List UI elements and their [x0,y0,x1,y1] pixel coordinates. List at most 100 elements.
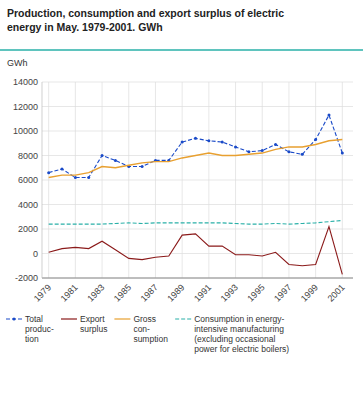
series-marker [194,137,197,140]
legend-item: Totalproduc-tion [6,314,54,344]
y-tick-label: -2000 [15,273,38,283]
y-tick-label: 4000 [18,200,38,210]
legend-label-line: con- [133,324,150,334]
y-grid-line [42,131,353,132]
x-grid-line [315,82,316,278]
x-tick-label: 1985 [112,282,133,303]
y-tick-label: 8000 [18,151,38,161]
legend-label-line: surplus [80,324,107,334]
plot-area [47,114,344,275]
x-grid-line [102,82,103,278]
x-grid-line [262,82,263,278]
legend-label-line: power for electric boilers) [194,344,289,354]
series-marker [327,114,330,117]
x-tick-label: 1987 [139,282,160,303]
series-marker [87,176,90,179]
title-line: energy in May. 1979-2001. GWh [7,21,163,33]
series-marker [341,152,344,155]
grid [42,82,353,278]
title: Production, consumption and export surpl… [7,7,284,33]
series-marker [314,138,317,141]
x-grid-line [208,82,209,278]
legend-label-line: Consumption in energy- [194,314,284,324]
x-tick-label: 1979 [32,282,53,303]
legend-label-line: sumption [133,334,168,344]
series-marker [261,149,264,152]
x-grid-line [342,82,343,278]
y-tick-label: 12000 [13,102,38,112]
legend-label-line: Export [80,314,105,324]
legend-handle [114,318,130,319]
legend-label-line: intensive manufacturing [194,324,284,334]
x-grid-line [48,82,49,278]
series-marker [234,145,237,148]
legend-label-line: Gross [133,314,156,324]
x-grid-line [75,82,76,278]
legend-item: Grosscon-sumption [114,314,168,344]
legend-label: Exportsurplus [80,314,107,334]
y-grid-line [42,180,353,181]
legend-handle [6,318,22,319]
x-tick-label: 1995 [245,282,266,303]
x-grid-line [182,82,183,278]
x-grid-line [235,82,236,278]
series-marker [274,143,277,146]
series-line [49,220,343,224]
series-marker [114,159,117,162]
series-marker [101,154,104,157]
series-line [49,115,343,177]
title-line: Production, consumption and export surpl… [7,7,284,19]
y-grid-line [42,82,353,83]
x-grid-line [288,82,289,278]
legend: Totalproduc-tion Exportsurplus Grosscon-su… [6,314,289,354]
series-marker [74,176,77,179]
x-tick-label: 1991 [192,282,213,303]
series-marker [221,141,224,144]
y-tick-label: 14000 [13,77,38,87]
y-grid-line [42,229,353,230]
series-line [49,227,343,275]
x-grid-line [155,82,156,278]
x-grid-line [128,82,129,278]
series-marker [47,171,50,174]
x-tick-label: 1993 [219,282,240,303]
legend-label-line: (excluding occasional [194,334,275,344]
x-tick-label: 1989 [165,282,186,303]
y-axis-line [42,82,43,278]
legend-label-line: Total [25,314,43,324]
series-marker [61,167,64,170]
legend-marker [13,318,16,321]
series-marker [287,150,290,153]
legend-label-line: tion [25,334,39,344]
y-tick-label: 10000 [13,126,38,136]
series-marker [247,150,250,153]
y-tick-label: 6000 [18,175,38,185]
y-tick-label: 2000 [18,224,38,234]
separator [0,49,363,51]
y-tick-label: 0 [33,249,38,259]
legend-label: Grosscon-sumption [133,314,168,344]
series-line [49,140,343,178]
y-grid-line [42,278,353,279]
series-marker [207,139,210,142]
legend-handle [61,318,77,319]
x-tick-label: 1983 [85,282,106,303]
series-marker [181,141,184,144]
legend-item: Consumption in energy-intensive manufact… [175,314,289,354]
x-tick-label: 1981 [59,282,80,303]
legend-item: Exportsurplus [61,314,107,334]
legend-label: Consumption in energy-intensive manufact… [194,314,289,354]
chart: Production, consumption and export surpl… [0,0,363,408]
y-grid-line [42,204,353,205]
y-grid-line [42,106,353,107]
series-marker [141,165,144,168]
x-tick-label: 1999 [299,282,320,303]
legend-handle [175,318,191,319]
legend-label-line: produc- [25,324,54,334]
series-marker [301,153,304,156]
x-axis-line [42,278,353,279]
x-tick-label: 2001 [326,282,347,303]
legend-label: Totalproduc-tion [25,314,54,344]
x-tick-label: 1997 [272,282,293,303]
y-axis-label: GWh [7,58,28,68]
